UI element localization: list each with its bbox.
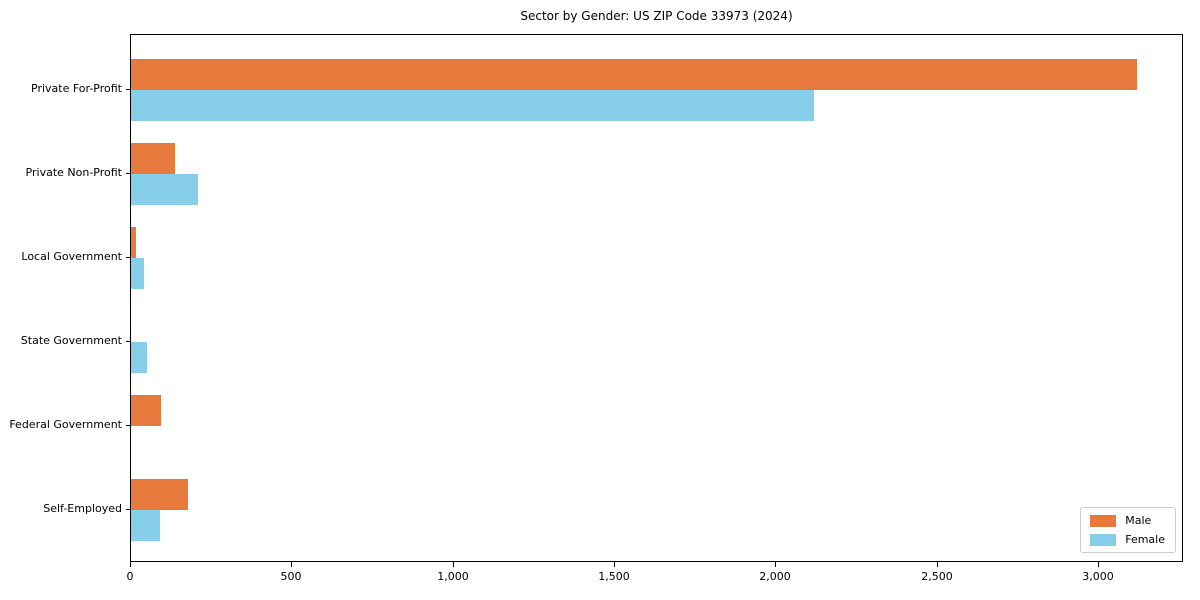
x-axis-tick-label-4: 2,000 bbox=[759, 570, 791, 583]
x-axis-tick-label-6: 3,000 bbox=[1082, 570, 1114, 583]
legend-swatch-male-icon bbox=[1090, 514, 1117, 527]
bar-female-2 bbox=[131, 258, 144, 289]
chart-title: Sector by Gender: US ZIP Code 33973 (202… bbox=[520, 9, 793, 23]
x-axis-tick-6 bbox=[1098, 562, 1099, 567]
plot-area: Male Female bbox=[130, 34, 1183, 562]
legend-swatch-female-icon bbox=[1090, 533, 1117, 546]
y-axis-label-1: Private Non-Profit bbox=[25, 166, 122, 179]
y-axis-tick-2 bbox=[126, 257, 130, 258]
y-axis-tick-3 bbox=[126, 341, 130, 342]
x-axis-tick-label-1: 500 bbox=[280, 570, 302, 583]
y-axis-tick-4 bbox=[126, 425, 130, 426]
y-axis-tick-5 bbox=[126, 509, 130, 510]
x-axis-tick-5 bbox=[937, 562, 938, 567]
x-axis-tick-4 bbox=[775, 562, 776, 567]
x-axis-tick-label-3: 1,500 bbox=[598, 570, 630, 583]
x-axis-tick-label-0: 0 bbox=[126, 570, 134, 583]
y-axis-label-3: State Government bbox=[20, 334, 122, 347]
y-axis-tick-0 bbox=[126, 89, 130, 90]
bar-female-5 bbox=[131, 510, 160, 541]
y-axis-label-2: Local Government bbox=[21, 250, 122, 263]
bar-female-0 bbox=[131, 90, 814, 121]
legend-label-female: Female bbox=[1125, 533, 1165, 546]
legend-item-male: Male bbox=[1090, 514, 1165, 527]
bar-male-0 bbox=[131, 59, 1137, 90]
x-axis-tick-label-2: 1,000 bbox=[437, 570, 469, 583]
bar-male-1 bbox=[131, 143, 175, 174]
y-axis-label-0: Private For-Profit bbox=[31, 82, 122, 95]
bar-male-5 bbox=[131, 479, 188, 510]
y-axis-label-5: Self-Employed bbox=[43, 502, 122, 515]
bar-male-4 bbox=[131, 395, 161, 426]
y-axis-tick-1 bbox=[126, 173, 130, 174]
bar-female-1 bbox=[131, 174, 198, 205]
y-axis-label-4: Federal Government bbox=[9, 418, 122, 431]
x-axis-tick-1 bbox=[291, 562, 292, 567]
legend-label-male: Male bbox=[1125, 514, 1152, 527]
bar-female-3 bbox=[131, 342, 147, 373]
x-axis-tick-0 bbox=[130, 562, 131, 567]
bar-male-2 bbox=[131, 227, 136, 258]
x-axis-tick-3 bbox=[614, 562, 615, 567]
legend-item-female: Female bbox=[1090, 533, 1165, 546]
x-axis-tick-2 bbox=[453, 562, 454, 567]
x-axis-tick-label-5: 2,500 bbox=[921, 570, 953, 583]
legend: Male Female bbox=[1080, 507, 1176, 553]
